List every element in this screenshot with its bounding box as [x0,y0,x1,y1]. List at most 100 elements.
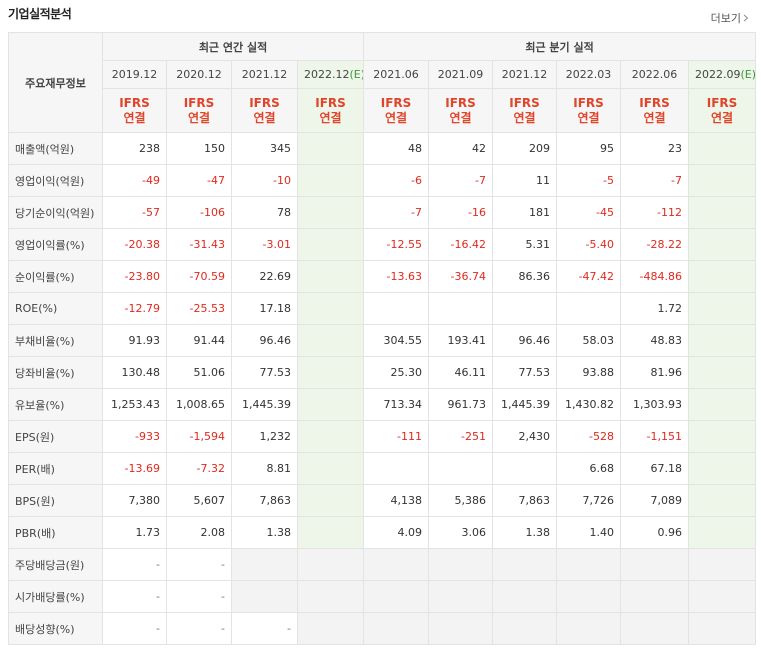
more-link[interactable]: 더보기 [711,10,749,26]
value-cell: -7 [428,164,494,197]
value-cell: 304.55 [363,324,430,357]
data-row: 유보율(%) 1,253.43 1,008.65 1,445.39 713.34 961.… [8,388,757,421]
value-cell: 130.48 [102,356,167,389]
period-header: 2021.12 [492,60,558,89]
value-cell [363,612,430,645]
financial-table: 주요재무정보 최근 연간 실적 최근 분기 실적 2019.12 2020.12 2021… [8,32,757,645]
row-label: 영업이익(억원) [8,164,103,197]
value-cell: 11 [492,164,558,197]
basis-header: IFRS 연결 [688,88,757,133]
value-cell: 1.40 [556,516,622,549]
consolidation: 연결 [319,110,342,125]
data-row: 주당배당금(원) - - [8,548,757,581]
period-date: 2021.12 [501,68,548,81]
value-cell: - [102,548,167,581]
value-cell: 1,303.93 [620,388,690,421]
value-cell [296,292,365,325]
estimate-mark: (E) [349,68,364,81]
value-cell [296,580,365,613]
value-cell [688,548,757,581]
period-header: 2022.12(E) [296,60,365,89]
period-date: 2020.12 [176,68,222,81]
period-header: 2019.12 [102,60,167,89]
accounting-basis: IFRS [380,95,412,110]
value-cell: 22.69 [231,260,298,293]
value-cell [556,580,622,613]
value-cell: 193.41 [428,324,494,357]
value-cell: -31.43 [166,228,232,261]
period-header: 2021.12 [231,60,298,89]
accounting-basis: IFRS [315,95,346,110]
value-cell: 150 [166,132,232,165]
value-cell [620,580,690,613]
value-cell: 961.73 [428,388,494,421]
value-cell: 95 [556,132,622,165]
value-cell: 93.88 [556,356,622,389]
value-cell: - [102,612,167,645]
value-cell [688,292,757,325]
row-label: 당좌비율(%) [8,356,103,389]
data-row: 영업이익률(%) -20.38 -31.43 -3.01 -12.55 -16.42 5.3… [8,228,757,261]
period-header: 2020.12 [166,60,232,89]
value-cell: 345 [231,132,298,165]
period-date: 2022.03 [565,68,612,81]
value-cell: -528 [556,420,622,453]
basis-header: IFRS 연결 [620,88,690,133]
data-row: 매출액(억원) 238 150 345 48 42 209 95 23 [8,132,757,165]
value-cell: 1.38 [231,516,298,549]
value-cell: -7 [620,164,690,197]
value-cell [363,548,430,581]
value-cell: -933 [102,420,167,453]
data-row: 당기순이익(억원) -57 -106 78 -7 -16 181 -45 -112 [8,196,757,229]
value-cell [363,580,430,613]
value-cell: 48 [363,132,430,165]
basis-header: IFRS 연결 [166,88,232,133]
value-cell: -25.53 [166,292,232,325]
more-text[interactable]: 더보기 [710,12,741,25]
value-cell [688,420,757,453]
period-date: 2022.09 [695,68,741,81]
value-cell: -16 [428,196,494,229]
consolidation: 연결 [710,110,734,125]
value-cell: -36.74 [428,260,494,293]
value-cell: 209 [492,132,558,165]
section-title: 기업실적분석 [8,7,72,21]
value-cell: 1,232 [231,420,298,453]
basis-header: IFRS 연결 [231,88,298,133]
value-cell [688,612,757,645]
consolidation: 연결 [449,110,472,125]
basis-header: IFRS 연결 [296,88,365,133]
value-cell: - [166,580,232,613]
value-cell [492,292,558,325]
value-cell [688,164,757,197]
value-cell: -3.01 [231,228,298,261]
value-cell: 4,138 [363,484,430,517]
basis-header: IFRS 연결 [492,88,558,133]
accounting-basis: IFRS [445,95,476,110]
accounting-basis: IFRS [183,95,215,110]
value-cell: 46.11 [428,356,494,389]
value-cell: 7,089 [620,484,690,517]
value-cell: 1,253.43 [102,388,167,421]
value-cell: -28.22 [620,228,690,261]
value-cell: 1,008.65 [166,388,232,421]
value-cell [688,132,757,165]
value-cell: 2.08 [166,516,232,549]
value-cell [428,580,494,613]
value-cell [688,356,757,389]
value-cell [492,548,558,581]
value-cell [688,324,757,357]
period-date: 2021.09 [437,68,484,81]
value-cell: -5 [556,164,622,197]
more-arrow[interactable] [743,14,749,22]
value-cell: - [166,612,232,645]
value-cell: 5,607 [166,484,232,517]
data-row: 배당성향(%) - - - [8,612,757,645]
value-cell: 2,430 [492,420,558,453]
value-cell [620,612,690,645]
data-row: 영업이익(억원) -49 -47 -10 -6 -7 11 -5 -7 [8,164,757,197]
period-date: 2022.06 [631,68,678,81]
data-row: PBR(배) 1.73 2.08 1.38 4.09 3.06 1.38 1.40 0.96 [8,516,757,549]
value-cell [296,388,365,421]
